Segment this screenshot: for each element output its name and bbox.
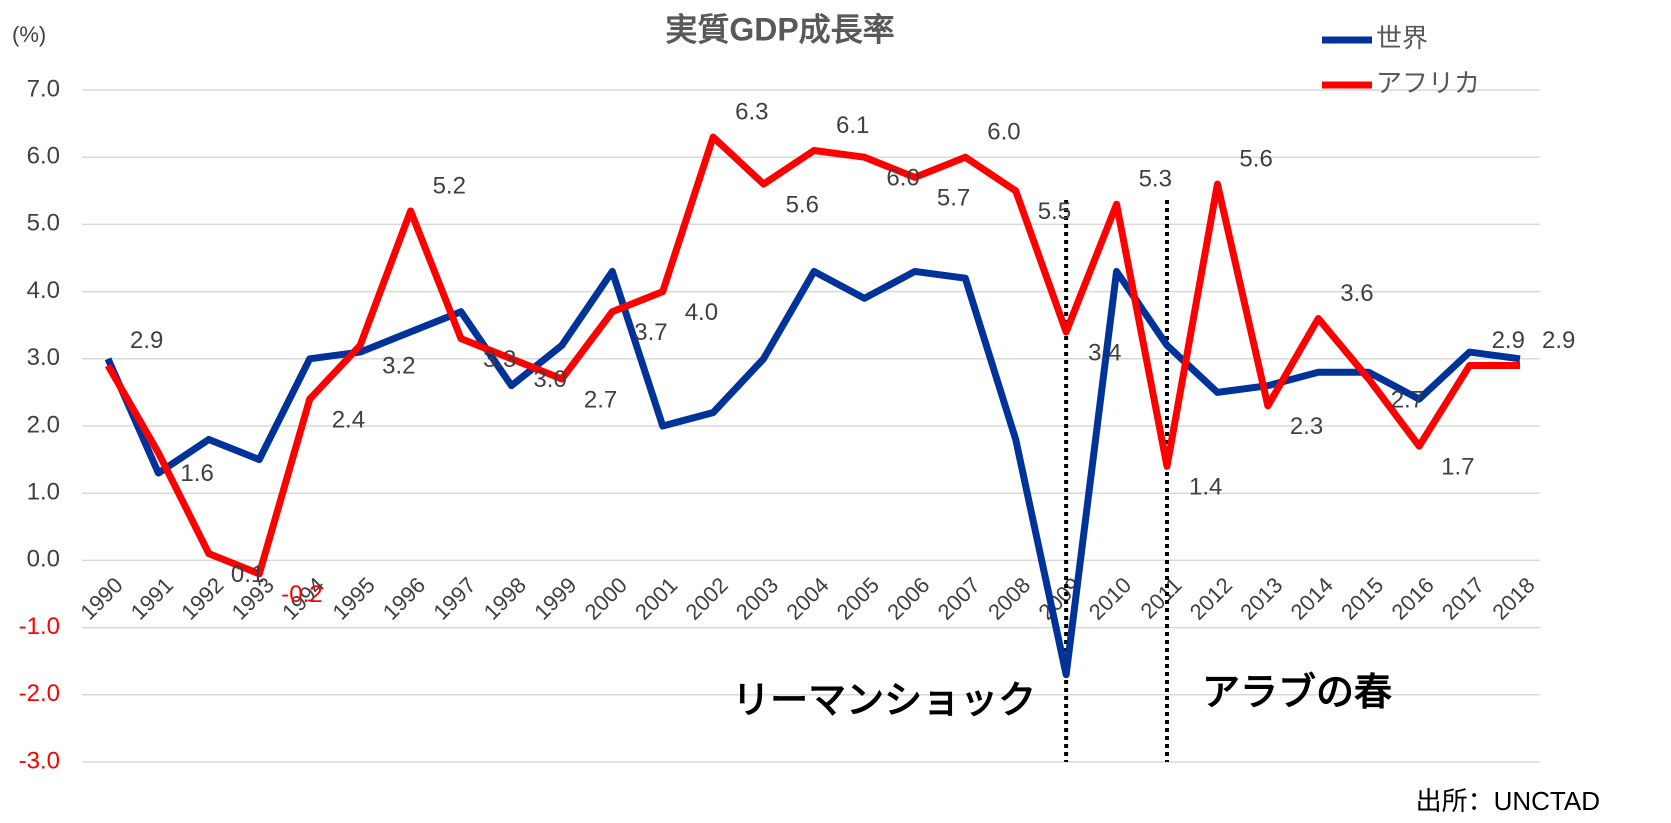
data-label: 5.6 <box>786 191 819 218</box>
y-tick-label: -2.0 <box>19 680 60 707</box>
x-tick-label: 1992 <box>176 572 228 624</box>
data-label: 1.7 <box>1441 454 1474 481</box>
x-tick-label: 2004 <box>781 572 833 624</box>
y-tick-label: 2.0 <box>27 411 60 438</box>
data-label: 2.9 <box>130 327 163 354</box>
legend-label: 世界 <box>1376 23 1428 53</box>
x-tick-label: 2007 <box>933 572 985 624</box>
data-label: 3.4 <box>1088 339 1121 366</box>
data-label: 2.7 <box>584 386 617 413</box>
data-label: 5.2 <box>433 172 466 199</box>
y-tick-label: 1.0 <box>27 479 60 506</box>
y-tick-label: 0.0 <box>27 546 60 573</box>
data-label: 2.9 <box>1542 327 1575 354</box>
x-tick-label: 2011 <box>1136 572 1187 623</box>
x-tick-label: 1991 <box>126 572 178 624</box>
data-label: -0.2 <box>281 581 322 608</box>
y-tick-label: -3.0 <box>19 747 60 774</box>
x-tick-label: 1997 <box>428 572 480 624</box>
x-tick-label: 2002 <box>680 572 732 624</box>
data-label: 0.1 <box>231 561 264 588</box>
data-label: 6.0 <box>886 165 919 192</box>
y-tick-label: 7.0 <box>27 75 60 102</box>
x-tick-label: 2013 <box>1235 572 1287 624</box>
annotation: リーマンショック <box>732 680 1036 722</box>
data-label: 2.7 <box>1391 386 1424 413</box>
x-tick-label: 2006 <box>882 572 934 624</box>
x-tick-label: 1995 <box>327 572 379 624</box>
x-tick-label: 2018 <box>1487 572 1539 624</box>
x-tick-label: 2000 <box>580 572 632 624</box>
data-label: 1.6 <box>180 460 213 487</box>
data-label: 2.9 <box>1492 327 1525 354</box>
data-label: 1.4 <box>1189 474 1222 501</box>
data-label: 2.3 <box>1290 413 1323 440</box>
x-tick-label: 2014 <box>1286 572 1338 624</box>
data-label: 3.6 <box>1340 280 1373 307</box>
data-label: 5.5 <box>1038 198 1071 225</box>
data-label: 3.3 <box>483 346 516 373</box>
x-tick-label: 2005 <box>832 572 884 624</box>
data-label: 6.0 <box>987 119 1020 146</box>
y-tick-label: 6.0 <box>27 143 60 170</box>
x-tick-label: 1990 <box>75 572 127 624</box>
data-label: 5.6 <box>1239 145 1272 172</box>
data-label: 4.0 <box>685 299 718 326</box>
source: 出所：UNCTAD <box>1416 786 1600 816</box>
y-tick-label: 3.0 <box>27 344 60 371</box>
data-label: 3.7 <box>634 319 667 346</box>
y-tick-label: 5.0 <box>27 210 60 237</box>
series-line <box>104 133 1520 578</box>
x-tick-label: 2008 <box>983 572 1035 624</box>
x-tick-label: 2001 <box>630 572 682 624</box>
x-tick-label: 1996 <box>378 572 430 624</box>
x-tick-label: 1998 <box>479 572 531 624</box>
x-tick-label: 2003 <box>731 572 783 624</box>
x-tick-label: 1999 <box>529 572 581 624</box>
data-label: 6.3 <box>735 98 768 125</box>
y-tick-label: -1.0 <box>19 613 60 640</box>
x-tick-label: 2012 <box>1185 572 1237 624</box>
y-tick-label: 4.0 <box>27 277 60 304</box>
x-tick-label: 2017 <box>1437 572 1489 624</box>
y-axis-label: (%) <box>12 22 46 47</box>
legend-label: アフリカ <box>1376 68 1480 98</box>
x-tick-label: 2016 <box>1386 572 1438 624</box>
data-label: 3.0 <box>533 366 566 393</box>
chart-title: 実質GDP成長率 <box>665 11 894 47</box>
data-label: 5.3 <box>1139 166 1172 193</box>
x-tick-label: 2010 <box>1084 572 1136 624</box>
annotation: アラブの春 <box>1202 671 1392 714</box>
x-tick-label: 2015 <box>1336 572 1388 624</box>
data-label: 2.4 <box>332 406 365 433</box>
data-label: 6.1 <box>836 112 869 139</box>
data-label: 3.2 <box>382 353 415 380</box>
data-label: 5.7 <box>937 185 970 212</box>
